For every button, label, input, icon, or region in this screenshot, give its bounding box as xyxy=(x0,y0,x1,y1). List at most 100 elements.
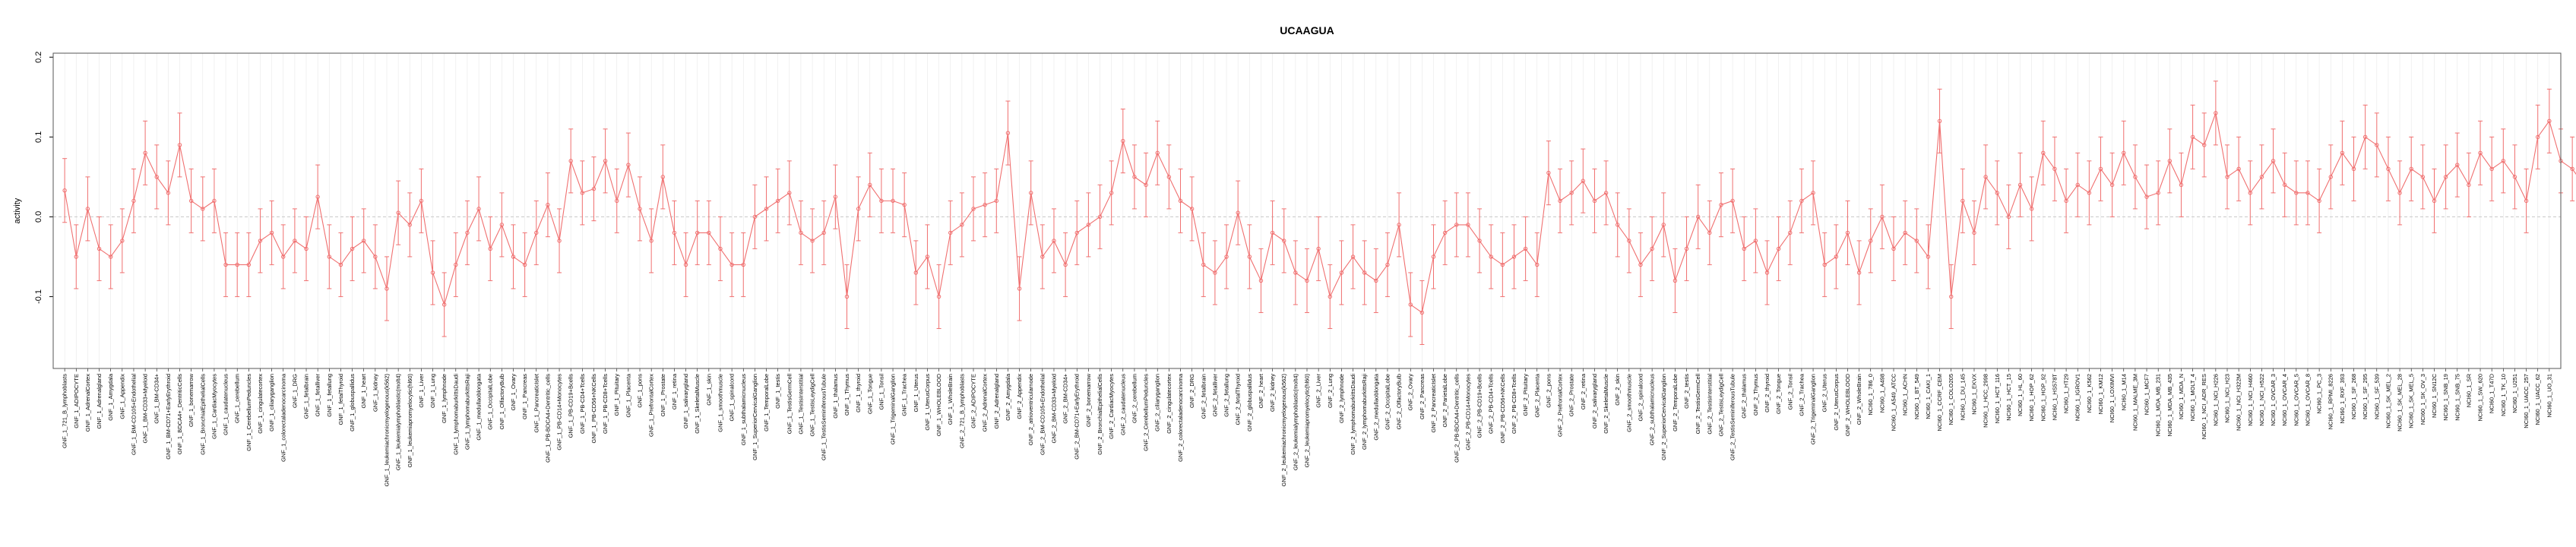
x-tick-label: GNF_1_PB-CD14+Monocytes xyxy=(556,374,563,451)
data-point xyxy=(615,198,619,204)
data-point xyxy=(108,255,113,259)
data-point xyxy=(1972,230,1976,236)
data-point xyxy=(1213,270,1217,275)
y-tick-label: 0.1 xyxy=(34,131,43,143)
x-tick-label: GNF_1_leukemiachronicmyelogenous(k562) xyxy=(383,374,390,487)
data-point xyxy=(1201,262,1206,267)
x-tick-label: GNF_2_fetalbrain xyxy=(1200,374,1207,419)
x-tick-label: GNF_2_fetalThyroid xyxy=(1235,374,1242,425)
data-point xyxy=(154,175,159,179)
data-point xyxy=(1903,230,1907,236)
x-tick-label: GNF_2_lymphnode xyxy=(1338,374,1345,423)
data-point xyxy=(327,255,332,259)
data-point xyxy=(1442,230,1448,236)
data-point xyxy=(1880,214,1885,220)
x-tick-label: NCI60_1_SF_295 xyxy=(2362,374,2369,419)
data-point xyxy=(2214,111,2218,115)
x-tick-label: GNF_1_721_B_lymphoblasts xyxy=(62,374,68,448)
x-tick-label: NCI60_1_NCI_ADR_RES xyxy=(2201,374,2207,439)
data-point xyxy=(2259,175,2264,179)
y-axis: -0.1 0.0 0.1 0.2 xyxy=(34,52,53,304)
data-point xyxy=(2087,191,2092,195)
x-tick-label: GNF_1_Pancreas xyxy=(521,374,528,419)
x-tick-label: GNF_2_Ovary xyxy=(1407,374,1414,411)
data-point xyxy=(775,198,780,204)
data-point xyxy=(97,246,102,251)
data-point xyxy=(1374,278,1378,283)
x-tick-label: NCI60_1_UACC_62 xyxy=(2534,374,2541,425)
x-tick-label: GNF_1_BDCA4+_DentriticCells xyxy=(176,374,183,454)
data-point xyxy=(2375,143,2379,147)
data-point xyxy=(1661,223,1666,227)
data-point xyxy=(350,246,355,251)
data-point xyxy=(120,239,125,243)
x-tick-label: GNF_1_DRG xyxy=(291,374,298,408)
data-point xyxy=(1121,138,1125,144)
x-tick-label: GNF_1_TestisInterstitial xyxy=(797,374,804,435)
x-tick-label: GNF_2_PancreaticIslet xyxy=(1430,373,1437,432)
x-tick-label: GNF_1_fetalliver xyxy=(315,374,321,417)
x-tick-label: NCI60_1_HOP_92 xyxy=(2040,374,2046,422)
x-tick-label: GNF_2_WHOLEBLOOD xyxy=(1844,373,1851,436)
data-point xyxy=(1454,223,1459,227)
data-point xyxy=(879,198,884,204)
x-tick-label: GNF_1_subthalamicnucleus xyxy=(740,374,747,445)
x-tick-label: GNF_2_PB-CD14+Monocytes xyxy=(1464,374,1471,451)
data-point xyxy=(1419,310,1425,315)
data-point xyxy=(1466,223,1470,227)
x-tick-label: GNF_2_Thymus xyxy=(1752,374,1759,416)
data-point xyxy=(74,255,78,259)
x-tick-label: NCI60_1_UO_31 xyxy=(2546,374,2552,418)
data-point xyxy=(1742,246,1746,251)
x-tick-label: NCI60_1_LOXIMVI xyxy=(2109,374,2116,422)
x-tick-label: NCI60_1_MDA_MB_435 xyxy=(2166,374,2173,437)
x-tick-label: GNF_2_SuperiorCervicalGanglion xyxy=(1660,374,1667,460)
x-tick-label: GNF_1_colorectaladenocarcinoma xyxy=(280,373,286,462)
data-point xyxy=(764,207,769,211)
x-tick-label: NCI60_1_CCRF_CEM xyxy=(1936,374,1943,431)
x-tick-label: GNF_1_bonemarrow xyxy=(188,373,195,427)
x-tick-label: GNF_2_globuspallidus xyxy=(1246,374,1253,432)
x-tick-label: GNF_2_TestisGermCell xyxy=(1695,374,1701,435)
data-point xyxy=(1224,255,1229,259)
data-point xyxy=(787,191,792,195)
x-tick-label: NCI60_1_U251 xyxy=(2511,374,2518,413)
x-tick-label: NCI60_1_OVCAR_4 xyxy=(2281,374,2288,426)
x-tick-label: GNF_1_skin xyxy=(705,374,712,406)
data-point xyxy=(557,239,562,243)
x-tick-label: GNF_2_leukemiapromyelocytic(hl60) xyxy=(1304,374,1311,468)
x-tick-label: GNF_1_thyroid xyxy=(855,374,862,413)
data-point xyxy=(177,143,182,147)
x-tick-label: GNF_1_leukemiapromyelocytic(hl60) xyxy=(407,374,413,468)
x-tick-label: GNF_1_Adrenalgland xyxy=(96,374,103,429)
data-point xyxy=(821,230,826,236)
data-point xyxy=(902,202,907,207)
data-point xyxy=(2386,166,2391,172)
x-tick-label: GNF_2_BM-CD71+EarlyErythroid xyxy=(1074,374,1081,460)
x-tick-label: NCI60_1_DU_145 xyxy=(1959,374,1966,420)
data-point xyxy=(465,230,470,236)
data-point xyxy=(2547,119,2552,124)
x-tick-label: GNF_1_OccipitalLobe xyxy=(487,374,494,430)
x-tick-label: GNF_2_TestisLeydigCell xyxy=(1717,374,1724,437)
x-tick-label: GNF_1_caudatenucleus xyxy=(223,374,229,435)
data-point xyxy=(810,239,815,243)
x-tick-label: GNF_2_thyroid xyxy=(1764,374,1771,413)
data-point xyxy=(660,175,665,179)
x-tick-label: GNF_1_ADIPOCYTE xyxy=(73,374,80,428)
x-tick-label: NCI60_1_SR xyxy=(2465,373,2472,407)
x-tick-label: GNF_1_PB-CD19+Bcells xyxy=(568,374,574,438)
data-point xyxy=(1569,191,1574,195)
x-tick-label: GNF_2_SkeletalMuscle xyxy=(1603,374,1609,434)
x-tick-label: GNF_1_OlfactoryBulb xyxy=(498,374,505,429)
x-tick-label: GNF_1_Prostate xyxy=(660,374,666,416)
data-point xyxy=(1592,198,1597,204)
x-tick-label: GNF_1_Ovary xyxy=(510,374,517,411)
x-tick-label: GNF_1_Uterus xyxy=(913,374,919,413)
plot-frame xyxy=(52,52,2562,369)
x-tick-label: NCI60_1_SN12C xyxy=(2431,373,2438,418)
y-tick-label: 0.2 xyxy=(34,52,43,63)
data-point xyxy=(707,230,711,236)
data-point xyxy=(2432,198,2437,204)
x-tick-label: GNF_1_spinalcord xyxy=(729,374,736,422)
